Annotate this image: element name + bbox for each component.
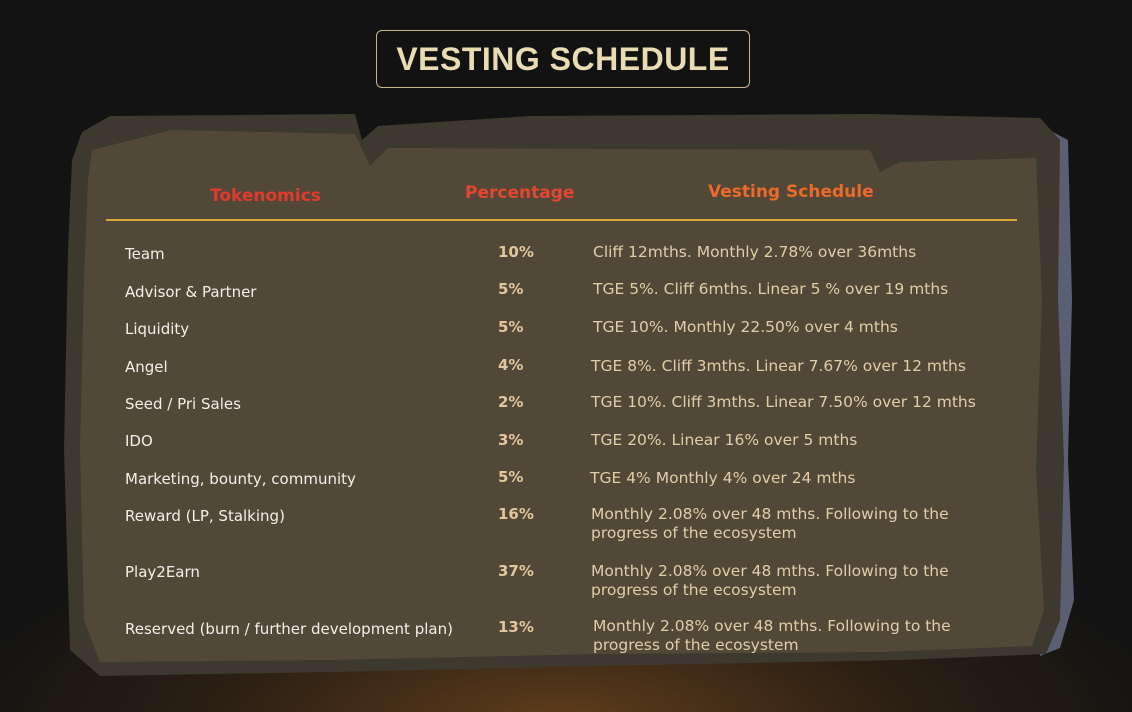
row-name: Play2Earn — [125, 563, 200, 581]
row-percentage: 16% — [498, 505, 534, 523]
row-percentage: 5% — [498, 280, 524, 298]
row-vesting: Monthly 2.08% over 48 mths. Following to… — [591, 562, 949, 599]
header-divider — [106, 219, 1017, 221]
page-title: VESTING SCHEDULE — [396, 40, 730, 77]
row-percentage: 4% — [498, 356, 524, 374]
row-percentage: 2% — [498, 393, 524, 411]
row-vesting: TGE 10%. Monthly 22.50% over 4 mths — [593, 318, 898, 336]
title-box: VESTING SCHEDULE — [376, 30, 750, 88]
row-name: Seed / Pri Sales — [125, 395, 241, 413]
row-vesting: TGE 5%. Cliff 6mths. Linear 5 % over 19 … — [593, 280, 949, 298]
row-vesting: Monthly 2.08% over 48 mths. Following to… — [593, 617, 951, 654]
header-vesting-schedule: Vesting Schedule — [708, 182, 874, 202]
row-vesting: Cliff 12mths. Monthly 2.78% over 36mths — [593, 243, 917, 261]
row-name: Liquidity — [125, 320, 190, 338]
row-vesting: TGE 4% Monthly 4% over 24 mths — [590, 469, 856, 487]
row-name: Marketing, bounty, community — [125, 470, 356, 488]
row-vesting: TGE 20%. Linear 16% over 5 mths — [591, 431, 858, 449]
header-tokenomics: Tokenomics — [210, 186, 321, 206]
header-percentage: Percentage — [465, 183, 575, 203]
row-vesting: TGE 8%. Cliff 3mths. Linear 7.67% over 1… — [591, 357, 966, 375]
row-name: Advisor & Partner — [125, 283, 257, 301]
row-name: IDO — [125, 432, 153, 450]
row-name: Angel — [125, 358, 168, 376]
row-percentage: 5% — [498, 468, 524, 486]
row-name: Team — [125, 245, 165, 263]
row-percentage: 37% — [498, 562, 534, 580]
row-percentage: 3% — [498, 431, 524, 449]
row-percentage: 5% — [498, 318, 524, 336]
row-name: Reward (LP, Stalking) — [125, 507, 285, 525]
row-name: Reserved (burn / further development pla… — [125, 620, 453, 638]
row-percentage: 10% — [498, 243, 534, 261]
row-vesting: TGE 10%. Cliff 3mths. Linear 7.50% over … — [591, 393, 976, 411]
row-vesting: Monthly 2.08% over 48 mths. Following to… — [591, 505, 949, 542]
row-percentage: 13% — [498, 618, 534, 636]
